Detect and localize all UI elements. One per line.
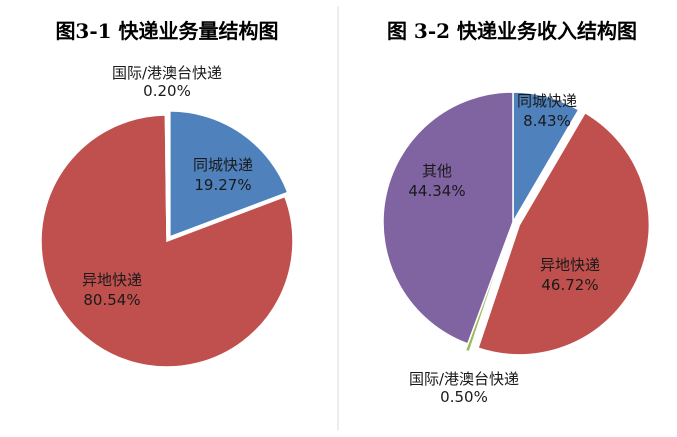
chart-1-value-intl: 0.20%	[143, 82, 191, 100]
chart-1-value-remote: 80.54%	[83, 291, 140, 309]
chart-1-slice-0	[169, 110, 289, 238]
chart-2-title: 图 3-2 快递业务收入结构图	[387, 19, 637, 43]
chart-1-title: 图3-1 快递业务量结构图	[55, 19, 278, 43]
chart-2-label-local: 同城快递	[517, 92, 577, 110]
chart-1-label-intl: 国际/港澳台快递	[112, 64, 222, 82]
chart-2-slice-1	[477, 111, 651, 356]
chart-2-label-remote: 异地快递	[540, 256, 600, 274]
chart-1-slice-2	[164, 109, 168, 237]
chart-2-value-intl: 0.50%	[440, 388, 488, 406]
chart-1-slices	[40, 109, 294, 368]
chart-1-label-local: 同城快递	[193, 156, 253, 174]
pie-chart-1: 图3-1 快递业务量结构图 国际/港澳台快递 0.20% 同城快递 19.27%…	[40, 19, 294, 368]
chart-2-slice-3	[382, 91, 514, 345]
chart-1-label-remote: 异地快递	[82, 271, 142, 289]
chart-2-value-other: 44.34%	[408, 182, 465, 200]
chart-2-value-remote: 46.72%	[541, 276, 598, 294]
chart-2-label-intl: 国际/港澳台快递	[409, 370, 519, 388]
chart-1-value-local: 19.27%	[194, 176, 251, 194]
pie-chart-2: 图 3-2 快递业务收入结构图 同城快递 8.43% 异地快递 46.72% 国…	[382, 19, 651, 406]
chart-2-label-other: 其他	[422, 162, 452, 180]
chart-2-value-local: 8.43%	[523, 112, 571, 130]
chart-2-slices	[382, 91, 651, 356]
chart-1-slice-1	[40, 114, 294, 368]
